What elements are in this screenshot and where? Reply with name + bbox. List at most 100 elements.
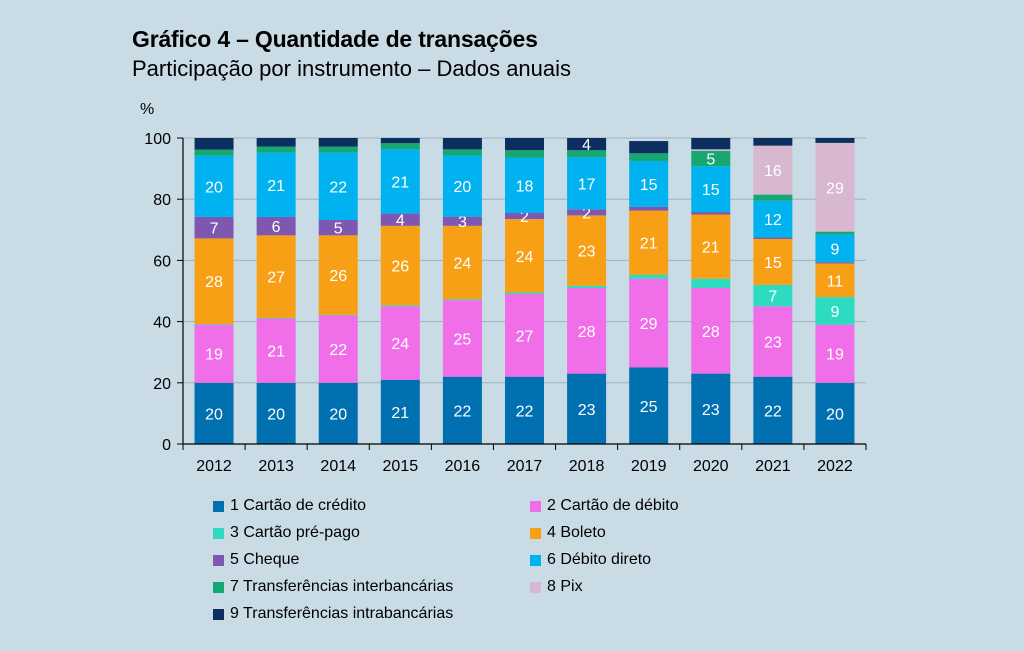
bar-segment bbox=[753, 238, 793, 285]
data-label: 21 bbox=[267, 178, 285, 195]
bar-segment bbox=[505, 157, 544, 213]
bar-segment bbox=[256, 317, 296, 319]
x-tick-label: 2017 bbox=[507, 458, 543, 475]
bar-segment bbox=[567, 138, 607, 151]
data-label: 22 bbox=[329, 179, 347, 196]
bar-segment bbox=[815, 297, 855, 325]
x-tick-label: 2015 bbox=[383, 458, 419, 475]
legend-label: 3 Cartão pré-pago bbox=[230, 524, 360, 541]
x-tick-label: 2021 bbox=[755, 458, 791, 475]
legend-swatch bbox=[530, 500, 541, 512]
bar-segment bbox=[629, 141, 669, 154]
legend-label: 6 Débito direto bbox=[547, 551, 652, 568]
legend-swatch bbox=[213, 554, 224, 566]
legend-swatch bbox=[213, 500, 224, 512]
data-label: 27 bbox=[267, 270, 285, 287]
data-label: 15 bbox=[640, 177, 658, 194]
data-label: 26 bbox=[329, 268, 347, 285]
data-label: 4 bbox=[396, 213, 405, 230]
data-label: 28 bbox=[702, 324, 720, 341]
data-label: 5 bbox=[706, 152, 715, 169]
data-label: 2 bbox=[520, 209, 529, 226]
y-tick-label: 60 bbox=[153, 253, 171, 270]
bar-segment bbox=[815, 262, 855, 264]
bar-segment bbox=[505, 376, 544, 444]
y-tick-label: 100 bbox=[144, 131, 171, 148]
data-label: 19 bbox=[205, 347, 223, 364]
bar-segment bbox=[442, 299, 482, 301]
bar-segment bbox=[691, 278, 731, 288]
data-label: 15 bbox=[764, 255, 782, 272]
data-label: 20 bbox=[826, 406, 844, 423]
bar-segment bbox=[815, 234, 855, 263]
bar-segment bbox=[380, 143, 420, 150]
bar-segment bbox=[442, 149, 482, 156]
bar-segment bbox=[753, 284, 793, 307]
legend-swatch bbox=[530, 527, 541, 539]
bar-segment bbox=[629, 274, 669, 279]
legend-swatch bbox=[213, 608, 224, 620]
bar-segment bbox=[691, 149, 731, 151]
bar-segment bbox=[442, 216, 482, 226]
bar-segment bbox=[256, 216, 296, 236]
bar-segment bbox=[629, 367, 669, 444]
bar-segment bbox=[194, 324, 234, 325]
legend-swatch bbox=[530, 581, 541, 593]
chart-title: Gráfico 4 – Quantidade de transações bbox=[132, 26, 538, 52]
bar-segment bbox=[380, 138, 420, 144]
data-label: 9 bbox=[831, 241, 840, 258]
data-label: 19 bbox=[826, 347, 844, 364]
x-tick-label: 2019 bbox=[631, 458, 667, 475]
legend-item: 4 Boleto bbox=[530, 523, 606, 543]
y-tick-label: 40 bbox=[153, 315, 171, 332]
legend-item: 6 Débito direto bbox=[530, 550, 651, 570]
bar-segment bbox=[256, 138, 296, 147]
x-tick-label: 2014 bbox=[320, 458, 356, 475]
y-axis-label: % bbox=[140, 101, 154, 118]
bar-segment bbox=[380, 306, 420, 380]
bar-segment bbox=[318, 152, 358, 221]
bar-segment bbox=[380, 213, 420, 226]
bar-segment bbox=[442, 138, 482, 150]
bar-segment bbox=[442, 376, 482, 444]
data-label: 20 bbox=[454, 179, 472, 196]
legend-item: 8 Pix bbox=[530, 577, 583, 597]
bar-segment bbox=[691, 166, 731, 213]
legend-label: 2 Cartão de débito bbox=[547, 497, 679, 514]
data-label: 22 bbox=[516, 403, 534, 420]
bar-segment bbox=[256, 382, 296, 444]
bar-segment bbox=[318, 382, 358, 444]
legend-label: 8 Pix bbox=[547, 578, 583, 595]
data-label: 6 bbox=[272, 219, 281, 236]
bar-segment bbox=[815, 382, 855, 444]
bar-segment bbox=[318, 146, 358, 153]
x-tick-label: 2012 bbox=[196, 458, 232, 475]
data-label: 29 bbox=[826, 180, 844, 197]
bar-segment bbox=[753, 200, 793, 238]
data-label: 7 bbox=[768, 289, 777, 306]
y-tick-label: 80 bbox=[153, 192, 171, 209]
legend-item: 5 Cheque bbox=[213, 550, 299, 570]
bar-segment bbox=[505, 219, 544, 293]
bar-segment bbox=[815, 263, 855, 298]
data-label: 21 bbox=[702, 240, 720, 257]
bar-segment bbox=[567, 209, 607, 216]
bar-segment bbox=[753, 237, 793, 239]
y-tick-label: 0 bbox=[162, 437, 171, 454]
bar-segment bbox=[629, 153, 669, 161]
data-label: 18 bbox=[516, 178, 534, 195]
bar-segment bbox=[194, 138, 234, 150]
bar-segment bbox=[194, 149, 234, 156]
bar-segment bbox=[753, 194, 793, 201]
bar-segment bbox=[691, 150, 731, 167]
data-label: 3 bbox=[458, 214, 467, 231]
legend-swatch bbox=[213, 527, 224, 539]
data-label: 12 bbox=[764, 212, 782, 229]
bar-segment bbox=[629, 210, 669, 275]
bar-segment bbox=[194, 324, 234, 383]
data-label: 23 bbox=[578, 244, 596, 261]
bar-segment bbox=[815, 231, 855, 235]
bar-segment bbox=[753, 145, 793, 195]
data-label: 15 bbox=[702, 182, 720, 199]
